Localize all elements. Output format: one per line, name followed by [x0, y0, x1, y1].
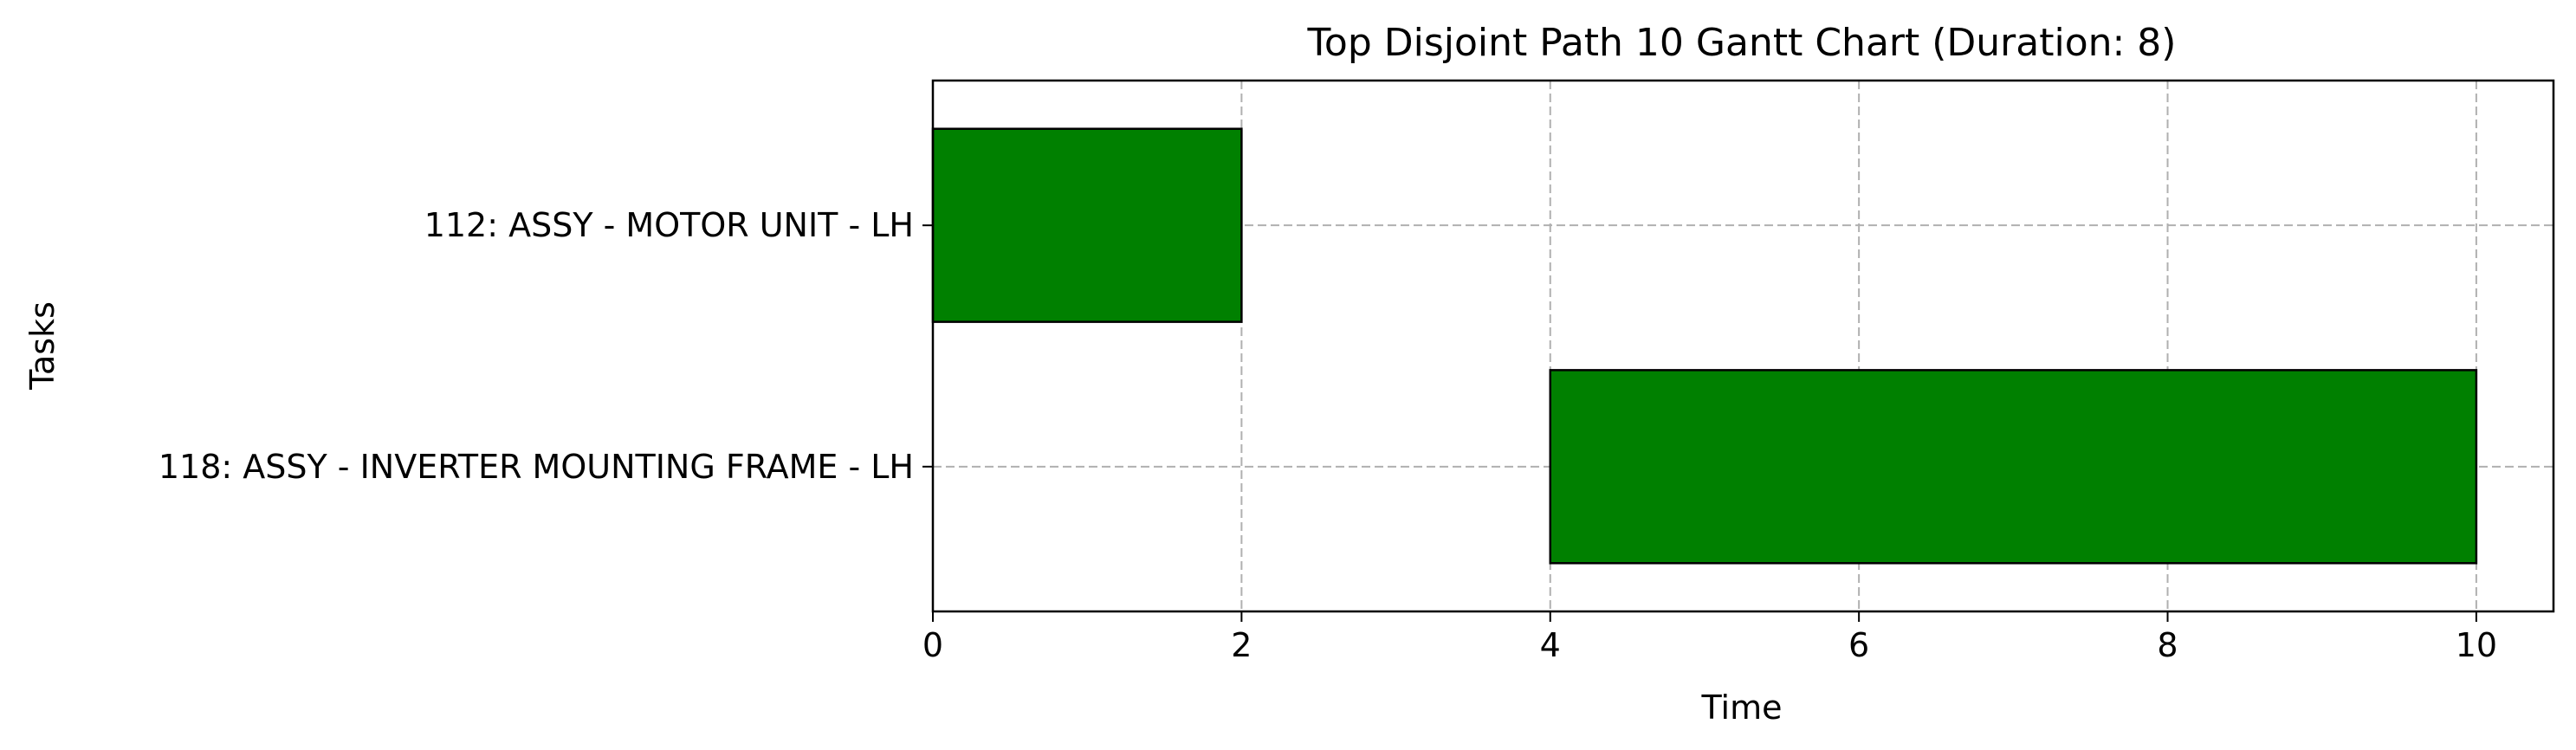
- chart-title: Top Disjoint Path 10 Gantt Chart (Durati…: [1307, 21, 2177, 65]
- y-tick-label: 118: ASSY - INVERTER MOUNTING FRAME - LH: [159, 448, 914, 486]
- y-axis-ticks: 112: ASSY - MOTOR UNIT - LH 118: ASSY - I…: [159, 206, 933, 486]
- x-tick-label: 0: [922, 626, 943, 664]
- x-tick-label: 10: [2456, 626, 2497, 664]
- plot-frame: [931, 79, 2555, 613]
- x-tick-label: 6: [1848, 626, 1869, 664]
- task-bar: [931, 127, 1243, 323]
- x-tick-label: 8: [2157, 626, 2178, 664]
- x-tick-label: 2: [1231, 626, 1252, 664]
- y-axis-label: Tasks: [23, 301, 61, 391]
- y-tick-label: 112: ASSY - MOTOR UNIT - LH: [424, 206, 914, 244]
- x-axis-label: Time: [1701, 689, 1783, 727]
- task-bar: [1549, 369, 2478, 565]
- x-tick-label: 4: [1540, 626, 1561, 664]
- task-bars: [931, 127, 2478, 565]
- x-axis-ticks: 0 2 4 6 8 10: [922, 611, 2497, 664]
